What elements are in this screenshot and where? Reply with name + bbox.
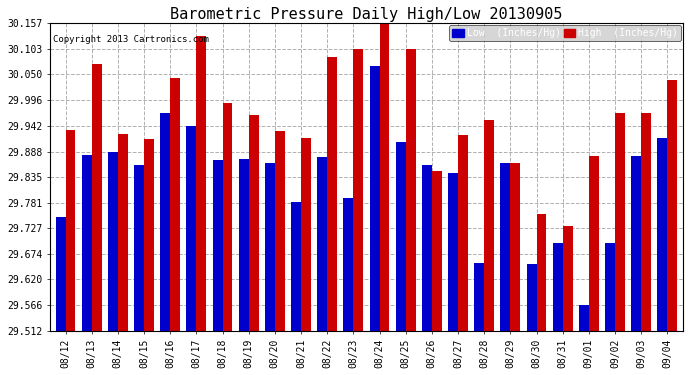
Bar [160, 113, 170, 331]
Title: Barometric Pressure Daily High/Low 20130905: Barometric Pressure Daily High/Low 20130… [170, 7, 562, 22]
Bar [589, 156, 599, 331]
Bar [213, 160, 223, 331]
Bar [344, 198, 353, 331]
Bar [474, 263, 484, 331]
Bar [66, 130, 75, 331]
Legend: Low  (Inches/Hg), High  (Inches/Hg): Low (Inches/Hg), High (Inches/Hg) [449, 25, 681, 41]
Text: Copyright 2013 Cartronics.com: Copyright 2013 Cartronics.com [53, 35, 209, 44]
Bar [422, 165, 432, 331]
Bar [605, 243, 615, 331]
Bar [56, 217, 66, 331]
Bar [432, 171, 442, 331]
Bar [396, 142, 406, 331]
Bar [81, 155, 92, 331]
Bar [170, 78, 180, 331]
Bar [186, 126, 197, 331]
Bar [144, 139, 154, 331]
Bar [380, 23, 389, 331]
Bar [615, 113, 625, 331]
Bar [265, 164, 275, 331]
Bar [239, 159, 248, 331]
Bar [667, 80, 678, 331]
Bar [484, 120, 494, 331]
Bar [537, 214, 546, 331]
Bar [406, 49, 415, 331]
Bar [248, 115, 259, 331]
Bar [301, 138, 311, 331]
Bar [223, 104, 233, 331]
Bar [108, 152, 118, 331]
Bar [118, 134, 128, 331]
Bar [327, 57, 337, 331]
Bar [631, 156, 641, 331]
Bar [197, 36, 206, 331]
Bar [92, 64, 101, 331]
Bar [448, 173, 458, 331]
Bar [579, 305, 589, 331]
Bar [458, 135, 468, 331]
Bar [562, 225, 573, 331]
Bar [353, 49, 364, 331]
Bar [641, 113, 651, 331]
Bar [658, 138, 667, 331]
Bar [370, 66, 380, 331]
Bar [317, 157, 327, 331]
Bar [553, 243, 562, 331]
Bar [275, 132, 285, 331]
Bar [511, 164, 520, 331]
Bar [526, 264, 537, 331]
Bar [134, 165, 144, 331]
Bar [291, 202, 301, 331]
Bar [500, 164, 511, 331]
